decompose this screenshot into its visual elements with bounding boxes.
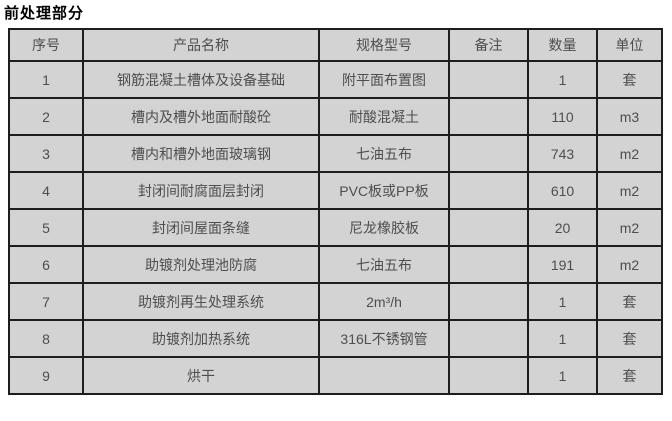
cell-note bbox=[448, 97, 529, 136]
cell-unit: 套 bbox=[596, 60, 663, 99]
cell-seq: 6 bbox=[8, 245, 84, 284]
cell-seq: 2 bbox=[8, 97, 84, 136]
cell-unit: m2 bbox=[596, 134, 663, 173]
cell-qty: 20 bbox=[527, 208, 598, 247]
cell-seq: 5 bbox=[8, 208, 84, 247]
cell-unit: 套 bbox=[596, 319, 663, 358]
table-row: 5 封闭间屋面条缝 尼龙橡胶板 20 m2 bbox=[8, 208, 663, 247]
table-row: 4 封闭间耐腐面层封闭 PVC板或PP板 610 m2 bbox=[8, 171, 663, 210]
table-row: 9 烘干 1 套 bbox=[8, 356, 663, 395]
cell-qty: 1 bbox=[527, 282, 598, 321]
pretreatment-spec-table: 序号 产品名称 规格型号 备注 数量 单位 1 钢筋混凝土槽体及设备基础 附平面布置图 1 套 2 槽… bbox=[8, 28, 663, 395]
cell-note bbox=[448, 208, 529, 247]
cell-name: 烘干 bbox=[82, 356, 320, 395]
cell-seq: 1 bbox=[8, 60, 84, 99]
cell-seq: 3 bbox=[8, 134, 84, 173]
table-row: 3 槽内和槽外地面玻璃钢 七油五布 743 m2 bbox=[8, 134, 663, 173]
cell-spec: 2m³/h bbox=[318, 282, 450, 321]
cell-seq: 9 bbox=[8, 356, 84, 395]
cell-unit: m2 bbox=[596, 171, 663, 210]
cell-note bbox=[448, 356, 529, 395]
column-header-qty: 数量 bbox=[527, 28, 598, 62]
cell-seq: 7 bbox=[8, 282, 84, 321]
cell-unit: m2 bbox=[596, 208, 663, 247]
cell-unit: 套 bbox=[596, 282, 663, 321]
table-row: 1 钢筋混凝土槽体及设备基础 附平面布置图 1 套 bbox=[8, 60, 663, 99]
cell-qty: 1 bbox=[527, 60, 598, 99]
cell-spec: 尼龙橡胶板 bbox=[318, 208, 450, 247]
column-header-spec: 规格型号 bbox=[318, 28, 450, 62]
cell-qty: 110 bbox=[527, 97, 598, 136]
cell-qty: 1 bbox=[527, 356, 598, 395]
table-header-row: 序号 产品名称 规格型号 备注 数量 单位 bbox=[8, 28, 663, 62]
cell-note bbox=[448, 245, 529, 284]
table-row: 7 助镀剂再生处理系统 2m³/h 1 套 bbox=[8, 282, 663, 321]
cell-spec: 耐酸混凝土 bbox=[318, 97, 450, 136]
cell-spec: 附平面布置图 bbox=[318, 60, 450, 99]
cell-note bbox=[448, 319, 529, 358]
cell-name: 封闭间屋面条缝 bbox=[82, 208, 320, 247]
cell-name: 助镀剂加热系统 bbox=[82, 319, 320, 358]
cell-spec: 七油五布 bbox=[318, 245, 450, 284]
cell-spec: PVC板或PP板 bbox=[318, 171, 450, 210]
column-header-name: 产品名称 bbox=[82, 28, 320, 62]
cell-name: 槽内及槽外地面耐酸砼 bbox=[82, 97, 320, 136]
cell-seq: 8 bbox=[8, 319, 84, 358]
table-row: 8 助镀剂加热系统 316L不锈钢管 1 套 bbox=[8, 319, 663, 358]
cell-name: 助镀剂再生处理系统 bbox=[82, 282, 320, 321]
cell-seq: 4 bbox=[8, 171, 84, 210]
cell-name: 助镀剂处理池防腐 bbox=[82, 245, 320, 284]
column-header-unit: 单位 bbox=[596, 28, 663, 62]
cell-note bbox=[448, 134, 529, 173]
cell-note bbox=[448, 60, 529, 99]
cell-qty: 191 bbox=[527, 245, 598, 284]
table-body: 1 钢筋混凝土槽体及设备基础 附平面布置图 1 套 2 槽内及槽外地面耐酸砼 耐酸混凝土 110… bbox=[8, 60, 663, 395]
column-header-note: 备注 bbox=[448, 28, 529, 62]
cell-note bbox=[448, 171, 529, 210]
cell-spec: 七油五布 bbox=[318, 134, 450, 173]
cell-qty: 610 bbox=[527, 171, 598, 210]
cell-note bbox=[448, 282, 529, 321]
cell-unit: 套 bbox=[596, 356, 663, 395]
table-row: 2 槽内及槽外地面耐酸砼 耐酸混凝土 110 m3 bbox=[8, 97, 663, 136]
cell-name: 封闭间耐腐面层封闭 bbox=[82, 171, 320, 210]
column-header-seq: 序号 bbox=[8, 28, 84, 62]
cell-spec bbox=[318, 356, 450, 395]
header-row: 序号 产品名称 规格型号 备注 数量 单位 bbox=[8, 28, 663, 62]
cell-name: 槽内和槽外地面玻璃钢 bbox=[82, 134, 320, 173]
cell-unit: m3 bbox=[596, 97, 663, 136]
cell-qty: 1 bbox=[527, 319, 598, 358]
cell-spec: 316L不锈钢管 bbox=[318, 319, 450, 358]
cell-qty: 743 bbox=[527, 134, 598, 173]
cell-unit: m2 bbox=[596, 245, 663, 284]
cell-name: 钢筋混凝土槽体及设备基础 bbox=[82, 60, 320, 99]
table-row: 6 助镀剂处理池防腐 七油五布 191 m2 bbox=[8, 245, 663, 284]
section-title: 前处理部分 bbox=[4, 5, 85, 22]
